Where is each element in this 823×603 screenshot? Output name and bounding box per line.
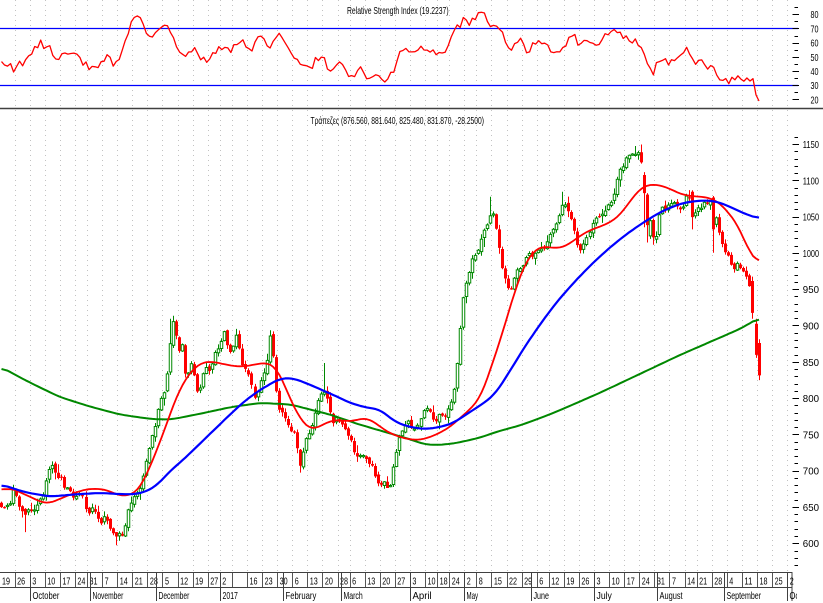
svg-text:950: 950 [803, 284, 819, 296]
svg-text:6: 6 [539, 576, 543, 588]
svg-text:1000: 1000 [803, 248, 819, 260]
svg-text:December: December [159, 590, 190, 602]
svg-text:September: September [727, 590, 762, 602]
svg-text:2017: 2017 [223, 590, 239, 602]
svg-text:17: 17 [62, 576, 70, 588]
svg-text:13: 13 [367, 576, 375, 588]
svg-text:May: May [467, 590, 479, 602]
svg-text:28: 28 [340, 576, 348, 588]
svg-text:3: 3 [32, 576, 36, 588]
svg-text:10: 10 [47, 576, 55, 588]
svg-text:November: November [93, 590, 124, 602]
svg-text:650: 650 [803, 502, 819, 514]
svg-text:20: 20 [382, 576, 390, 588]
svg-text:31: 31 [90, 576, 98, 588]
svg-text:2: 2 [222, 576, 226, 588]
svg-text:1050: 1050 [803, 212, 819, 224]
svg-text:24: 24 [642, 576, 650, 588]
svg-text:Relative Strength Index (19.22: Relative Strength Index (19.2237) [347, 5, 449, 17]
svg-text:750: 750 [803, 429, 819, 441]
svg-text:80: 80 [811, 9, 819, 21]
svg-text:10: 10 [612, 576, 620, 588]
svg-text:7: 7 [105, 576, 109, 588]
svg-text:3: 3 [597, 576, 601, 588]
svg-text:14: 14 [120, 576, 128, 588]
svg-text:25: 25 [775, 576, 783, 588]
svg-text:March: March [344, 590, 363, 602]
svg-text:19: 19 [195, 576, 203, 588]
svg-text:1150: 1150 [803, 139, 819, 151]
svg-text:50: 50 [811, 52, 819, 64]
svg-text:3: 3 [412, 576, 416, 588]
svg-text:70: 70 [811, 23, 819, 35]
svg-text:1100: 1100 [803, 175, 819, 187]
svg-text:27: 27 [210, 576, 218, 588]
svg-text:October: October [33, 590, 60, 602]
svg-text:12: 12 [180, 576, 188, 588]
svg-text:26: 26 [581, 576, 589, 588]
svg-text:26: 26 [17, 576, 25, 588]
svg-text:24: 24 [452, 576, 460, 588]
svg-text:24: 24 [77, 576, 85, 588]
svg-text:800: 800 [803, 393, 819, 405]
svg-text:28: 28 [150, 576, 158, 588]
svg-text:21: 21 [135, 576, 143, 588]
svg-text:20: 20 [811, 94, 819, 106]
svg-text:31: 31 [657, 576, 665, 588]
svg-text:600: 600 [803, 538, 819, 550]
svg-text:7: 7 [672, 576, 676, 588]
svg-text:2: 2 [467, 576, 471, 588]
svg-text:2: 2 [790, 576, 794, 588]
svg-text:19: 19 [566, 576, 574, 588]
svg-text:15: 15 [494, 576, 502, 588]
svg-text:8: 8 [479, 576, 483, 588]
svg-text:18: 18 [760, 576, 768, 588]
svg-text:23: 23 [265, 576, 273, 588]
svg-text:10: 10 [428, 576, 436, 588]
svg-text:February: February [286, 590, 317, 602]
svg-text:27: 27 [397, 576, 405, 588]
svg-text:11: 11 [744, 576, 752, 588]
svg-text:900: 900 [803, 321, 819, 333]
svg-text:6: 6 [295, 576, 299, 588]
svg-text:October: October [790, 590, 817, 602]
svg-text:30: 30 [811, 80, 819, 92]
svg-text:12: 12 [551, 576, 559, 588]
svg-text:18: 18 [440, 576, 448, 588]
svg-text:20: 20 [325, 576, 333, 588]
svg-text:19: 19 [2, 576, 10, 588]
svg-text:5: 5 [165, 576, 169, 588]
svg-text:29: 29 [524, 576, 532, 588]
svg-text:17: 17 [627, 576, 635, 588]
svg-text:August: August [660, 590, 683, 602]
svg-text:22: 22 [509, 576, 517, 588]
svg-text:13: 13 [310, 576, 318, 588]
svg-text:16: 16 [250, 576, 258, 588]
svg-text:6: 6 [352, 576, 356, 588]
svg-text:40: 40 [811, 66, 819, 78]
svg-text:June: June [534, 590, 550, 602]
svg-text:700: 700 [803, 466, 819, 478]
svg-text:21: 21 [699, 576, 707, 588]
svg-text:4: 4 [729, 576, 733, 588]
svg-text:April: April [413, 590, 432, 602]
svg-text:14: 14 [687, 576, 695, 588]
svg-text:850: 850 [803, 357, 819, 369]
svg-text:July: July [597, 590, 613, 602]
svg-text:60: 60 [811, 38, 819, 50]
svg-text:28: 28 [714, 576, 722, 588]
svg-text:Τράπεζες (876.560, 881.640, 82: Τράπεζες (876.560, 881.640, 825.480, 831… [311, 115, 485, 127]
